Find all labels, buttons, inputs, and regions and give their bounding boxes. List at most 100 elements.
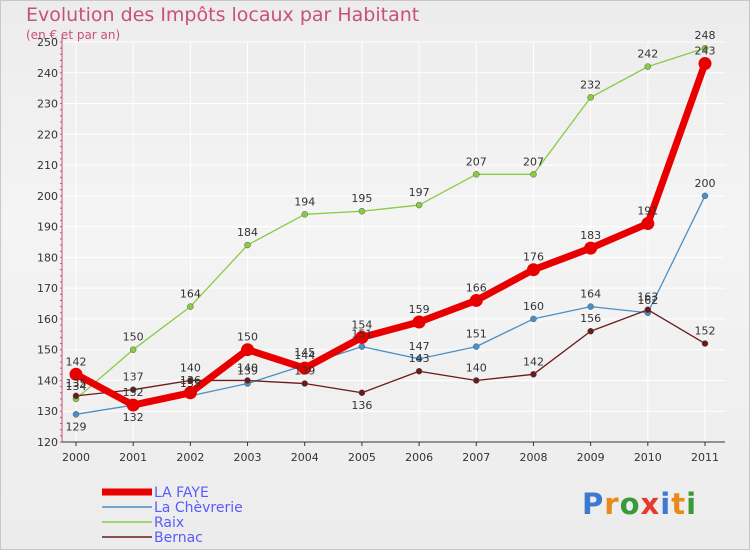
point-la-faye-2007 [469,293,483,307]
data-label-la-faye-2003: 150 [237,331,258,344]
y-tick-label-160: 160 [37,313,58,326]
y-tick-label-140: 140 [37,374,58,387]
data-label-la-ch-vrerie-2009: 164 [580,288,601,301]
data-label-bernac-2002: 140 [180,361,201,374]
data-label-raix-2000: 134 [66,380,87,393]
point-bernac-2007 [473,377,480,384]
series-line-la-faye [74,62,709,409]
data-label-la-ch-vrerie-2006: 147 [409,340,430,353]
y-tick-label-250: 250 [37,36,58,49]
point-bernac-2002 [187,377,194,384]
x-tick-label-2003: 2003 [234,451,262,464]
x-tick-label-2005: 2005 [348,451,376,464]
point-bernac-2003 [244,377,251,384]
point-bernac-2006 [415,367,423,375]
data-label-la-faye-2004: 144 [294,349,315,362]
data-label-raix-2001: 150 [123,331,144,344]
data-label-bernac-2000: 135 [66,377,87,390]
x-tick-label-2006: 2006 [405,451,433,464]
point-raix-2011 [701,44,709,52]
data-label-la-faye-2011: 243 [695,45,716,58]
point-raix-2010 [644,63,652,70]
point-bernac-2011 [701,340,709,347]
legend-label-la-ch-vrerie: La Chèvrerie [154,500,243,516]
point-bernac-2009 [587,327,594,335]
data-label-bernac-2005: 136 [351,399,372,412]
logo-letter: x [640,487,661,521]
data-label-la-ch-vrerie-2001: 132 [123,386,144,399]
data-label-la-faye-2000: 142 [66,355,87,368]
logo-letter: r [604,487,620,521]
data-label-la-faye-2010: 191 [637,205,658,218]
data-label-la-ch-vrerie-2003: 139 [237,365,258,378]
data-label-la-faye-2009: 183 [580,229,601,242]
point-raix-2006 [415,201,423,209]
point-la-faye-2003 [241,343,255,357]
data-label-raix-2002: 164 [180,288,201,301]
point-raix-2004 [301,211,308,218]
data-label-raix-2007: 207 [466,155,487,168]
data-label-bernac-2009: 156 [580,312,601,325]
data-label-la-faye-2005: 154 [351,318,372,331]
point-bernac-2008 [530,371,537,378]
data-label-raix-2008: 207 [523,155,544,168]
point-la-faye-2006 [412,315,426,329]
point-la-ch-vrerie-2000 [72,411,80,418]
point-raix-2005 [358,207,366,215]
data-label-bernac-2007: 140 [466,361,487,374]
data-label-bernac-2010: 163 [637,291,658,304]
y-tick-label-120: 120 [37,436,58,449]
legend-label-la-faye: LA FAYE [154,485,209,501]
data-label-bernac-2003: 140 [237,361,258,374]
data-label-la-ch-vrerie-2005: 151 [351,328,372,341]
y-tick-label-170: 170 [37,282,58,295]
data-label-la-faye-2008: 176 [523,251,544,264]
series-line-bernac [75,309,706,397]
y-tick-label-200: 200 [37,190,58,203]
x-tick-label-2004: 2004 [291,451,319,464]
data-label-raix-2011: 248 [695,29,716,42]
point-la-faye-2008 [526,263,540,277]
logo-letter: o [619,487,641,521]
data-label-la-faye-2006: 159 [409,303,430,316]
point-la-ch-vrerie-2011 [701,192,709,200]
data-label-bernac-2011: 152 [695,325,716,338]
data-label-raix-2003: 184 [237,226,258,239]
point-raix-2002 [187,303,194,310]
point-la-faye-2010 [641,217,655,231]
point-raix-2008 [530,171,537,178]
point-la-faye-2002 [183,386,197,400]
chart-title: Evolution des Impôts locaux par Habitant [26,4,420,26]
proxiti-logo: Proxiti [582,487,697,521]
data-label-bernac-2004: 139 [294,365,315,378]
point-la-ch-vrerie-2006 [415,355,423,363]
point-la-faye-2005 [355,330,369,344]
series-line-raix [75,47,706,400]
data-label-bernac-2001: 137 [123,371,144,384]
data-label-la-ch-vrerie-2004: 145 [294,346,315,359]
point-la-ch-vrerie-2009 [587,303,594,310]
logo-letter: i [686,487,698,521]
point-raix-2003 [244,241,251,249]
chart-subtitle: (en € et par an) [26,28,121,42]
data-label-raix-2009: 232 [580,78,601,91]
point-raix-2009 [587,94,594,101]
point-bernac-2001 [129,386,137,393]
logo-letter: i [660,487,672,521]
point-bernac-2010 [644,306,652,313]
y-tick-label-150: 150 [37,344,58,357]
x-tick-label-2009: 2009 [577,451,605,464]
logo-letter: t [671,487,687,521]
point-bernac-2004 [301,380,308,387]
y-tick-label-210: 210 [37,159,58,172]
y-tick-label-220: 220 [37,128,58,141]
y-tick-label-130: 130 [37,405,58,418]
data-label-raix-2010: 242 [637,48,658,61]
x-tick-label-2002: 2002 [176,451,204,464]
x-tick-label-2010: 2010 [634,451,662,464]
legend-label-raix: Raix [154,515,184,531]
data-label-la-ch-vrerie-2002: 135 [180,377,201,390]
data-label-raix-2004: 194 [294,195,315,208]
x-tick-label-2011: 2011 [691,451,719,464]
